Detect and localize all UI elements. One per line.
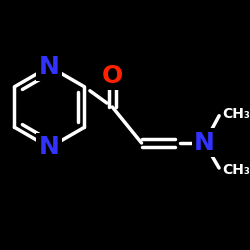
Text: N: N <box>39 136 60 160</box>
Text: N: N <box>194 131 215 155</box>
Text: O: O <box>102 64 123 88</box>
Text: N: N <box>39 54 60 78</box>
Text: CH₃: CH₃ <box>222 163 250 177</box>
Text: CH₃: CH₃ <box>222 107 250 121</box>
